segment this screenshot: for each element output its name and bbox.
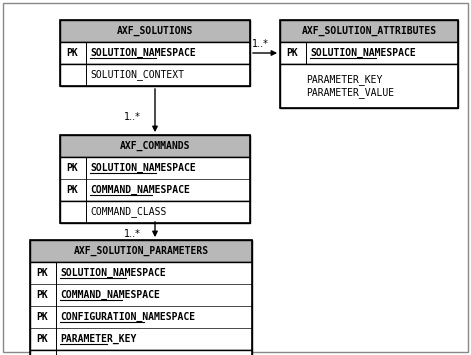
Text: PK: PK — [66, 48, 78, 58]
Bar — [30, 240, 252, 262]
Text: AXF_SOLUTION_ATTRIBUTES: AXF_SOLUTION_ATTRIBUTES — [301, 26, 437, 36]
Bar — [60, 64, 250, 86]
Bar — [60, 157, 250, 201]
Bar — [30, 240, 252, 355]
Text: PK: PK — [66, 185, 78, 195]
Bar — [280, 20, 458, 42]
Text: 1..*: 1..* — [123, 112, 140, 122]
Bar — [60, 20, 250, 42]
Text: SOLUTION_NAMESPACE: SOLUTION_NAMESPACE — [90, 163, 196, 173]
Text: PK: PK — [36, 268, 48, 278]
Text: PK: PK — [66, 163, 78, 173]
Text: 1..*: 1..* — [123, 229, 140, 239]
Bar — [280, 64, 458, 108]
Bar — [30, 350, 252, 355]
Text: PARAMETER_KEY
PARAMETER_VALUE: PARAMETER_KEY PARAMETER_VALUE — [306, 74, 394, 98]
Bar — [280, 42, 458, 64]
Text: AXF_SOLUTIONS: AXF_SOLUTIONS — [117, 26, 193, 36]
Bar — [60, 42, 250, 64]
Text: PK: PK — [36, 334, 48, 344]
Text: COMMAND_NAMESPACE: COMMAND_NAMESPACE — [60, 290, 160, 300]
Text: CONFIGURATION_NAMESPACE: CONFIGURATION_NAMESPACE — [60, 312, 195, 322]
Text: PARAMETER_KEY: PARAMETER_KEY — [60, 334, 137, 344]
Bar — [60, 201, 250, 223]
Bar — [60, 135, 250, 223]
Bar — [30, 262, 252, 350]
Text: AXF_COMMANDS: AXF_COMMANDS — [120, 141, 190, 151]
Bar — [60, 135, 250, 157]
Text: SOLUTION_CONTEXT: SOLUTION_CONTEXT — [90, 70, 184, 81]
Text: PK: PK — [36, 290, 48, 300]
Text: PK: PK — [286, 48, 298, 58]
Text: SOLUTION_NAMESPACE: SOLUTION_NAMESPACE — [90, 48, 196, 58]
Bar — [60, 20, 250, 86]
Text: COMMAND_NAMESPACE: COMMAND_NAMESPACE — [90, 185, 190, 195]
Text: 1..*: 1..* — [252, 39, 268, 49]
Text: SOLUTION_NAMESPACE: SOLUTION_NAMESPACE — [60, 268, 166, 278]
Text: PK: PK — [36, 312, 48, 322]
Text: AXF_SOLUTION_PARAMETERS: AXF_SOLUTION_PARAMETERS — [73, 246, 209, 256]
Text: SOLUTION_NAMESPACE: SOLUTION_NAMESPACE — [310, 48, 416, 58]
Text: COMMAND_CLASS: COMMAND_CLASS — [90, 207, 166, 218]
Bar — [280, 20, 458, 108]
